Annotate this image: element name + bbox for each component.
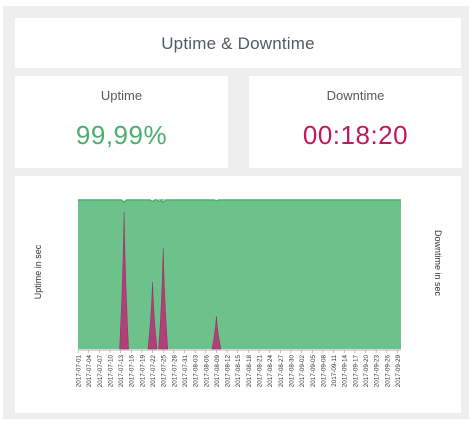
page-title: Uptime & Downtime — [161, 34, 315, 53]
x-tick-label: 2017-07-13 — [118, 355, 125, 388]
plot-area — [78, 199, 401, 350]
downtime-card: Downtime 00:18:20 — [249, 76, 462, 168]
x-tick-label: 2017-07-16 — [129, 355, 136, 388]
chart-card: Uptime in sec Downtime in sec 2017-07-01… — [15, 176, 461, 413]
downtime-spike-1 — [119, 211, 129, 350]
x-tick-label: 2017-09-11 — [331, 355, 338, 387]
x-tick-label: 2017-07-10 — [107, 355, 114, 388]
uptime-value: 99,99% — [75, 120, 168, 150]
dashboard-frame: Uptime & Downtime Uptime 99,99% Downtime… — [3, 6, 469, 419]
x-tick-label: 2017-07-01 — [76, 355, 83, 388]
downtime-spike-3 — [158, 247, 169, 350]
x-tick-label: 2017-09-26 — [384, 355, 391, 388]
x-tick-label: 2017-07-28 — [171, 355, 178, 388]
x-tick-label: 2017-09-29 — [395, 355, 402, 388]
downtime-spike-4 — [211, 316, 222, 350]
x-tick-label: 2017-08-24 — [267, 355, 274, 388]
x-tick-label: 2017-08-30 — [289, 355, 296, 388]
x-tick-label: 2017-09-08 — [320, 355, 327, 388]
x-tick-label: 2017-08-03 — [193, 355, 200, 388]
x-tick-label: 2017-09-23 — [374, 355, 381, 388]
x-tick-label: 2017-07-25 — [161, 355, 168, 388]
x-tick-label: 2017-08-21 — [257, 355, 264, 388]
x-tick-label: 2017-08-09 — [214, 355, 221, 388]
x-tick-label: 2017-09-02 — [299, 355, 306, 388]
x-tick-label: 2017-08-18 — [246, 355, 253, 388]
y-axis-label-left: Uptime in sec — [33, 244, 43, 299]
x-tick-label: 2017-07-19 — [139, 355, 146, 388]
uptime-label: Uptime — [100, 88, 143, 103]
uptime-line — [78, 199, 401, 204]
downtime-label: Downtime — [326, 88, 385, 103]
x-tick-label: 2017-09-14 — [342, 355, 349, 388]
x-tick-label: 2017-08-12 — [225, 355, 232, 388]
y-axis-label-right: Downtime in sec — [433, 230, 443, 297]
downtime-value: 00:18:20 — [302, 120, 409, 150]
uptime-area — [78, 200, 401, 349]
x-tick-label: 2017-07-04 — [86, 355, 93, 388]
x-tick-label: 2017-09-05 — [310, 355, 317, 388]
uptime-card: Uptime 99,99% — [15, 76, 228, 168]
x-tick-label: 2017-07-22 — [150, 355, 157, 388]
title-card: Uptime & Downtime — [15, 18, 461, 68]
x-tick-label: 2017-09-20 — [363, 355, 370, 388]
x-tick-label: 2017-07-07 — [97, 355, 104, 388]
x-tick-label: 2017-09-17 — [352, 355, 359, 388]
uptime-downtime-chart: Uptime in sec Downtime in sec 2017-07-01… — [33, 199, 443, 388]
x-axis: 2017-07-01 2017-07-04 2017-07-07 2017-07-10… — [76, 349, 402, 388]
x-tick-label: 2017-08-27 — [278, 355, 285, 388]
x-tick-label: 2017-07-31 — [182, 355, 189, 388]
x-tick-label: 2017-08-15 — [235, 355, 242, 388]
x-tick-label: 2017-08-06 — [203, 355, 210, 388]
downtime-spike-2 — [147, 281, 158, 350]
